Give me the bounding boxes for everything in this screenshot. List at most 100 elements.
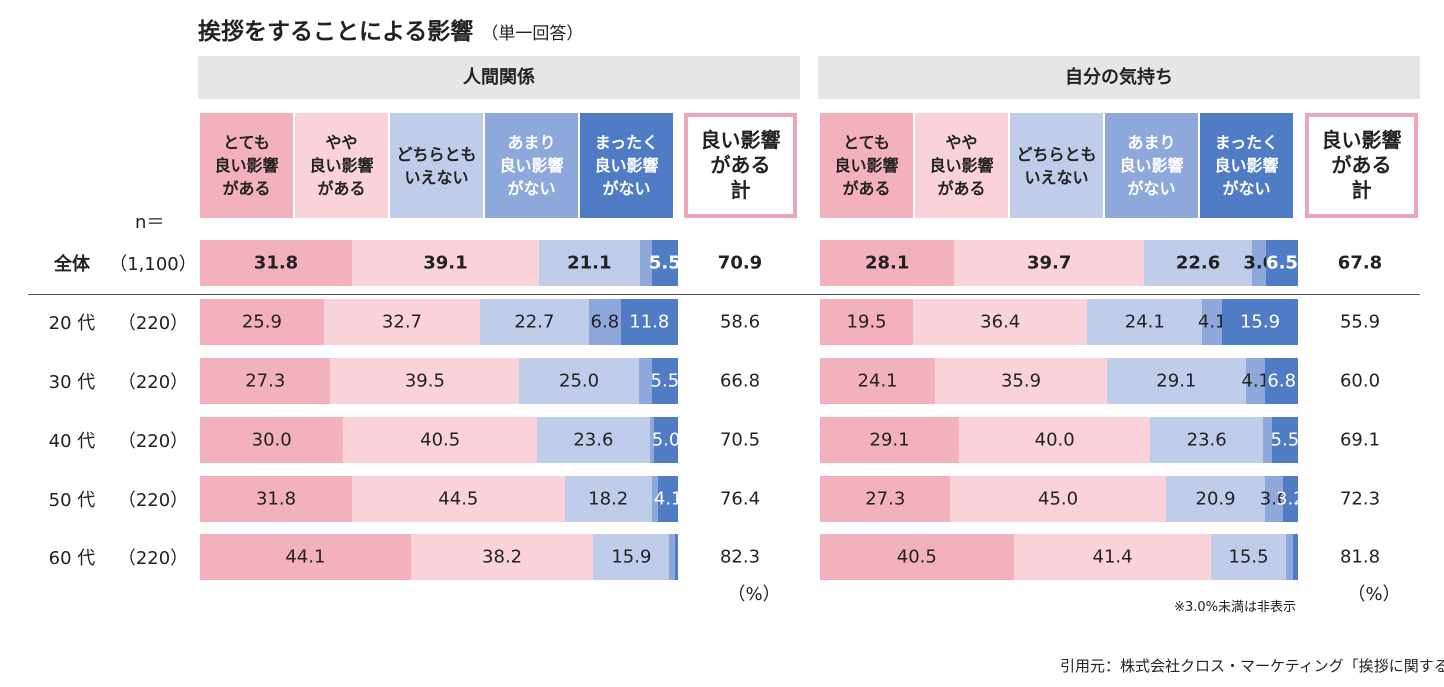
- value-label: 4.1: [1197, 311, 1227, 333]
- legend-header: まったく 良い影響 がない: [1200, 113, 1293, 218]
- total-value: 55.9: [1339, 311, 1381, 333]
- bar-segment: [1013, 534, 1212, 580]
- bar-segment: [1245, 358, 1266, 404]
- bar-segment: [1144, 240, 1253, 286]
- value-label: 41.4: [1092, 546, 1133, 568]
- value-label: 27.3: [865, 488, 906, 510]
- bar-segment: [651, 476, 659, 522]
- legend-header: やや 良い影響 がある: [295, 113, 388, 218]
- total-value: 60.0: [1339, 370, 1381, 392]
- bar-segment: [536, 417, 650, 463]
- value-label: 39.1: [423, 252, 468, 274]
- total-value: 82.3: [719, 546, 761, 568]
- value-label: 6.8: [1267, 370, 1297, 392]
- bar-segment: [593, 534, 670, 580]
- row-label: 50 代: [48, 490, 96, 511]
- bar-segment: [658, 476, 678, 522]
- row-label: 60 代: [48, 548, 96, 569]
- bar-segment: [200, 240, 352, 286]
- value-label: 35.9: [1000, 370, 1042, 392]
- total-value: 76.4: [719, 488, 761, 510]
- total-value: 81.8: [1339, 546, 1381, 568]
- bar-segment: [343, 417, 537, 463]
- value-label: 29.1: [869, 429, 910, 451]
- row-label: 全体: [54, 254, 90, 275]
- legend-header: どちらとも いえない: [1010, 113, 1103, 218]
- bar-segment: [538, 240, 640, 286]
- bar-segment: [200, 358, 331, 404]
- n-label: n＝: [135, 212, 165, 233]
- bar-segment: [1106, 358, 1246, 404]
- bar-segment: [1293, 534, 1298, 580]
- bar-segment: [480, 299, 589, 345]
- bar-segment: [1285, 534, 1294, 580]
- title: 挨拶をすることによる影響: [198, 19, 474, 45]
- total-header: 良い影響 がある 計: [1305, 113, 1418, 218]
- legend-header: どちらとも いえない: [390, 113, 483, 218]
- source: 引用元：株式会社クロス・マーケティング「挨拶に関する調査（2024 年）」より: [1060, 657, 1444, 675]
- total-value: 58.6: [719, 311, 761, 333]
- value-label: 3.2: [1276, 488, 1305, 510]
- total-header: 良い影響 がある 計: [684, 113, 797, 218]
- bar-segment: [820, 534, 1014, 580]
- value-label: 23.6: [1186, 429, 1227, 451]
- value-label: 44.5: [438, 488, 479, 510]
- bar-segment: [1265, 358, 1298, 404]
- value-label: 22.6: [1175, 252, 1221, 274]
- legend-header: とても 良い影響 がある: [820, 113, 913, 218]
- total-value: 69.1: [1339, 429, 1381, 451]
- bar-segment: [1271, 417, 1298, 463]
- total-value: 70.9: [717, 252, 763, 274]
- value-label: 15.9: [1239, 311, 1281, 333]
- row-label: 30 代: [48, 372, 96, 393]
- bar-segment: [621, 299, 678, 345]
- value-label: 24.1: [1124, 311, 1165, 333]
- bar-segment: [638, 358, 652, 404]
- value-label: 28.1: [864, 252, 910, 274]
- bar-segment: [588, 299, 622, 345]
- bar-segment: [674, 534, 678, 580]
- bar-segment: [1265, 476, 1283, 522]
- bar-segment: [820, 417, 960, 463]
- bar-segment: [820, 476, 951, 522]
- bar-segment: [200, 534, 411, 580]
- bar-segment: [1211, 534, 1286, 580]
- bar-segment: [1202, 299, 1222, 345]
- value-label: 15.9: [611, 546, 652, 568]
- value-label: 31.8: [255, 488, 297, 510]
- value-label: 40.0: [1034, 429, 1075, 451]
- legend-header: とても 良い影響 がある: [200, 113, 293, 218]
- bar-segment: [820, 240, 955, 286]
- bar-segment: [1282, 476, 1298, 522]
- value-label: 24.1: [857, 370, 898, 392]
- bar-segment: [950, 476, 1166, 522]
- bar-segment: [352, 240, 539, 286]
- bar-segment: [519, 358, 639, 404]
- legend-header: やや 良い影響 がある: [915, 113, 1008, 218]
- bar-segment: [649, 417, 655, 463]
- bar-segment: [651, 358, 678, 404]
- total-value: 66.8: [719, 370, 761, 392]
- bar-segment: [200, 476, 352, 522]
- row-label: 40 代: [48, 431, 96, 452]
- value-label: 11.8: [629, 311, 670, 333]
- note: ※3.0%未満は非表示: [1174, 600, 1296, 615]
- bar-segment: [323, 299, 481, 345]
- bar-segment: [1263, 417, 1272, 463]
- unit-label: （%）: [1347, 584, 1401, 605]
- sample-size: （220）: [117, 548, 189, 569]
- value-label: 38.2: [482, 546, 523, 568]
- bar-segment: [954, 240, 1145, 286]
- value-label: 18.2: [588, 488, 629, 510]
- bar-segment: [1266, 240, 1298, 286]
- value-label: 5.5: [650, 370, 680, 392]
- sample-size: （220）: [117, 313, 189, 334]
- total-value: 72.3: [1339, 488, 1381, 510]
- value-label: 39.7: [1026, 252, 1072, 274]
- legend-header: あまり 良い影響 がない: [485, 113, 578, 218]
- sample-size: （220）: [117, 372, 189, 393]
- value-label: 23.6: [573, 429, 614, 451]
- value-label: 40.5: [420, 429, 461, 451]
- value-label: 36.4: [980, 311, 1021, 333]
